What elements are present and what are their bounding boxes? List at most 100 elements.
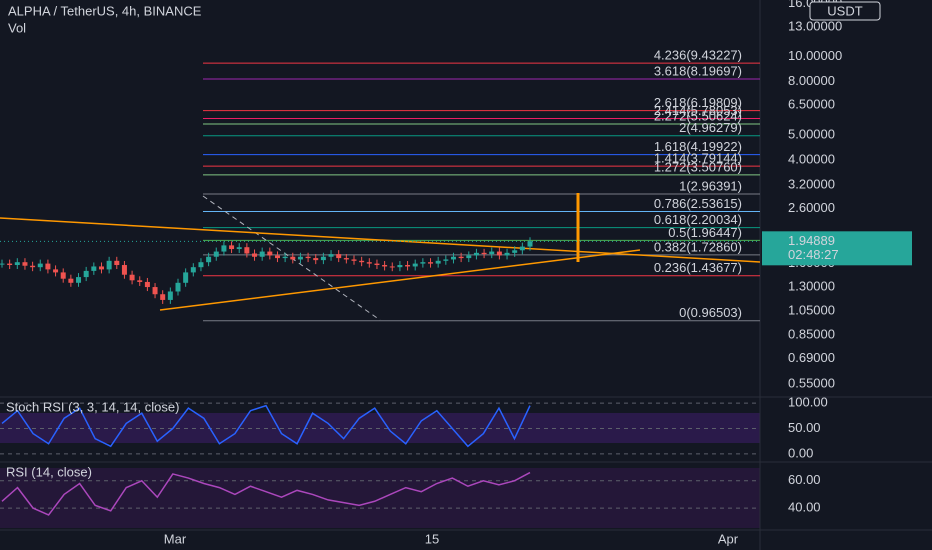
fib-label: 0.618(2.20034)	[654, 212, 742, 227]
candle	[252, 253, 258, 257]
candle	[144, 281, 150, 288]
candle	[37, 263, 43, 268]
candle	[443, 259, 449, 261]
fib-label: 1.272(3.50760)	[654, 159, 742, 174]
current-price-box	[762, 231, 912, 266]
candle	[236, 247, 242, 250]
price-tick-label: 1.30000	[788, 278, 835, 293]
candle	[466, 255, 472, 259]
time-label: Apr	[718, 531, 739, 546]
candle	[336, 254, 342, 259]
symbol-title: ALPHA / TetherUS, 4h, BINANCE	[8, 3, 202, 18]
candle	[14, 262, 20, 266]
fib-label: 1(2.96391)	[679, 178, 742, 193]
candle	[121, 265, 127, 275]
candle	[359, 260, 365, 263]
candle	[114, 260, 120, 266]
candle	[68, 278, 74, 283]
currency-button[interactable]	[809, 1, 881, 21]
price-tick-label: 0.85000	[788, 326, 835, 341]
candle	[229, 245, 235, 250]
candle	[313, 258, 319, 261]
countdown: 02:48:27	[788, 247, 839, 262]
candle	[297, 256, 303, 260]
candle	[305, 256, 311, 259]
indicator-tick-label: 50.00	[788, 420, 821, 435]
candle	[389, 266, 395, 268]
price-tick-label: 2.60000	[788, 200, 835, 215]
candle	[106, 260, 112, 270]
fib-label: 0(0.96503)	[679, 305, 742, 320]
candle	[183, 272, 189, 283]
current-price-label: 1.94889	[788, 233, 835, 248]
volume-label: Vol	[8, 20, 26, 35]
indicator-line	[1, 404, 531, 448]
candle	[213, 251, 219, 257]
candle	[259, 251, 265, 257]
candle	[450, 256, 456, 260]
candle	[206, 256, 212, 263]
candle	[7, 263, 13, 266]
candle	[420, 262, 426, 264]
candle	[274, 255, 280, 259]
price-tick-label: 3.20000	[788, 177, 835, 192]
candle	[512, 250, 518, 253]
candle	[244, 247, 250, 254]
candle	[76, 277, 82, 283]
indicator-line	[1, 471, 531, 516]
currency-label[interactable]: USDT	[827, 3, 862, 18]
candle	[382, 265, 388, 267]
candle	[30, 265, 36, 268]
candle	[496, 251, 502, 256]
fib-label: 1.618(4.19922)	[654, 139, 742, 154]
indicator-title: Stoch RSI (3, 3, 14, 14, close)	[6, 399, 179, 414]
candle	[198, 262, 204, 268]
fib-label: 4.236(9.43227)	[654, 48, 742, 63]
candle	[481, 252, 487, 255]
candle	[98, 266, 104, 270]
price-tick-label: 10.00000	[788, 48, 842, 63]
fib-label: 2.272(5.50624)	[654, 108, 742, 123]
candle	[53, 269, 59, 273]
fib-label: 2.414(5.78053)	[654, 103, 742, 118]
candle	[167, 291, 173, 300]
candle	[175, 282, 181, 292]
trend-line	[0, 217, 761, 263]
candle	[320, 256, 326, 261]
candle	[504, 252, 510, 256]
trend-line	[159, 249, 641, 311]
fib-label: 0.786(2.53615)	[654, 196, 742, 211]
candle	[190, 267, 196, 273]
candle	[405, 265, 411, 267]
candle	[83, 270, 89, 278]
candle	[458, 256, 464, 259]
price-tick-label: 6.50000	[788, 97, 835, 112]
fib-label: 0.5(1.96447)	[668, 225, 742, 240]
fib-label: 0.382(1.72860)	[654, 239, 742, 254]
indicator-title: RSI (14, close)	[6, 464, 92, 479]
candle	[267, 251, 273, 256]
time-label: Mar	[164, 531, 187, 546]
indicator-tick-label: 60.00	[788, 472, 821, 487]
candle	[519, 246, 525, 251]
candle	[91, 266, 97, 271]
indicator-tick-label: 100.00	[788, 395, 828, 410]
indicator-tick-label: 40.00	[788, 500, 821, 515]
price-tick-label: 0.55000	[788, 376, 835, 391]
candle	[45, 263, 51, 270]
candle	[473, 252, 479, 256]
candle	[351, 259, 357, 261]
candle	[328, 254, 334, 257]
candle	[160, 294, 166, 300]
rsi-band	[0, 468, 760, 528]
price-tick-label: 0.69000	[788, 350, 835, 365]
candle	[343, 258, 349, 260]
time-label: 15	[425, 531, 439, 546]
candle	[137, 280, 143, 282]
candle	[374, 263, 380, 266]
fib-label: 2(4.96279)	[679, 120, 742, 135]
indicator-tick-label: 0.00	[788, 445, 813, 460]
price-tick-label: 8.00000	[788, 73, 835, 88]
